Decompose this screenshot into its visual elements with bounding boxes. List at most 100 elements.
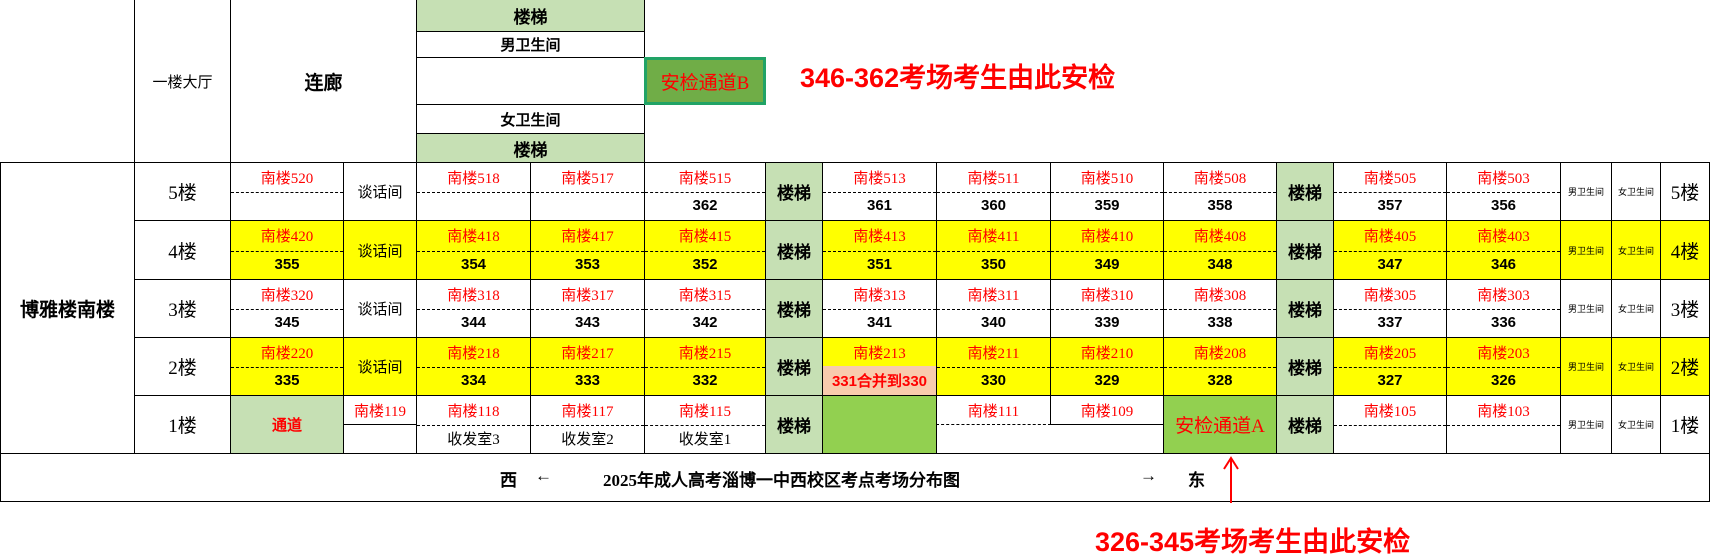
room-name: 南楼218 <box>417 338 530 368</box>
classroom: 南楼111 <box>936 395 1051 425</box>
talk-room: 谈话间 <box>343 337 417 396</box>
female-restroom: 女卫生间 <box>416 104 645 134</box>
classroom: 南楼210 329 <box>1050 337 1164 396</box>
classroom: 南楼308 338 <box>1163 279 1277 338</box>
left-arrow-icon: ← <box>535 466 552 485</box>
classroom: 南楼405 347 <box>1333 220 1447 280</box>
classroom: 南楼517 <box>530 162 645 221</box>
exam-room-number: 349 <box>1094 255 1120 273</box>
room-name: 南楼208 <box>1164 338 1276 368</box>
classroom: 南楼418 354 <box>416 220 531 280</box>
room-name: 南楼203 <box>1447 338 1560 368</box>
checkpoint-area <box>822 395 937 454</box>
classroom: 南楼220 335 <box>230 337 344 396</box>
exam-room-number: 336 <box>1490 314 1517 331</box>
checkpoint-a-note: 326-345考场考生由此安检 <box>1095 527 1411 557</box>
classroom: 南楼518 <box>416 162 531 221</box>
exam-room-number: 331合并到330 <box>823 366 936 395</box>
exam-room-number: 355 <box>274 255 300 273</box>
room-name: 南楼513 <box>823 163 936 193</box>
stairs-top: 楼梯 <box>416 0 645 32</box>
classroom: 南楼203 326 <box>1446 337 1561 396</box>
exam-room-number: 362 <box>692 197 718 214</box>
floor-label: 4楼 <box>1660 220 1710 280</box>
female-restroom: 女卫生间 <box>1611 220 1661 280</box>
talk-room: 谈话间 <box>343 162 417 221</box>
floor-label: 5楼 <box>1660 162 1710 221</box>
checkpoint-a: 安检通道A <box>1163 395 1277 454</box>
blank-cell <box>343 424 417 454</box>
male-restroom: 男卫生间 <box>416 31 645 58</box>
corridor-label: 连廊 <box>230 0 417 163</box>
male-restroom: 男卫生间 <box>1560 395 1612 454</box>
blank-cell <box>936 424 1164 454</box>
classroom: 南楼115 收发室1 <box>644 395 766 454</box>
exam-room-number: 收发室3 <box>447 432 500 448</box>
room-name: 南楼505 <box>1334 163 1446 193</box>
classroom: 南楼109 <box>1050 395 1164 425</box>
room-name: 南楼403 <box>1447 221 1560 252</box>
room-name: 南楼318 <box>417 280 530 310</box>
room-name: 南楼211 <box>937 338 1050 368</box>
classroom: 南楼215 332 <box>644 337 766 396</box>
room-name: 南楼408 <box>1164 221 1276 252</box>
room-name: 南楼508 <box>1164 163 1276 193</box>
female-restroom: 女卫生间 <box>1611 162 1661 221</box>
male-restroom: 男卫生间 <box>1560 220 1612 280</box>
room-name: 南楼420 <box>231 221 343 252</box>
hall-label: 一楼大厅 <box>134 0 231 163</box>
classroom: 南楼218 334 <box>416 337 531 396</box>
room-name: 南楼213 <box>823 338 936 368</box>
room-name: 南楼510 <box>1051 163 1163 193</box>
room-name: 南楼117 <box>531 396 644 426</box>
room-name: 南楼503 <box>1447 163 1560 193</box>
classroom: 南楼310 339 <box>1050 279 1164 338</box>
classroom: 南楼505 357 <box>1333 162 1447 221</box>
classroom: 南楼213 331合并到330 <box>822 337 937 396</box>
classroom: 南楼205 327 <box>1333 337 1447 396</box>
exam-room-number: 352 <box>692 255 718 273</box>
exam-room-number: 332 <box>692 372 718 389</box>
stairs-bottom: 楼梯 <box>416 133 645 163</box>
stairs: 楼梯 <box>765 162 823 221</box>
exam-room-number <box>417 191 530 220</box>
classroom: 南楼420 355 <box>230 220 344 280</box>
room-name: 南楼210 <box>1051 338 1163 368</box>
room-name: 南楼310 <box>1051 280 1163 310</box>
room-name: 南楼105 <box>1334 396 1446 426</box>
exam-room-number: 335 <box>274 372 300 389</box>
classroom: 南楼117 收发室2 <box>530 395 645 454</box>
exam-room-number: 347 <box>1377 255 1403 273</box>
classroom: 南楼118 收发室3 <box>416 395 531 454</box>
classroom: 南楼315 342 <box>644 279 766 338</box>
exam-room-number: 356 <box>1490 197 1517 214</box>
east-label: 东 <box>1188 471 1205 490</box>
female-restroom: 女卫生间 <box>1611 337 1661 396</box>
exam-room-number: 327 <box>1377 372 1403 389</box>
passage: 通道 <box>230 395 344 454</box>
classroom: 南楼317 343 <box>530 279 645 338</box>
exam-room-number: 344 <box>460 314 487 331</box>
exam-room-number: 354 <box>460 255 487 273</box>
classroom: 南楼411 350 <box>936 220 1051 280</box>
room-name: 南楼217 <box>531 338 644 368</box>
exam-room-number: 339 <box>1094 314 1120 331</box>
classroom: 南楼503 356 <box>1446 162 1561 221</box>
exam-room-number: 360 <box>980 197 1007 214</box>
stairs: 楼梯 <box>1276 279 1334 338</box>
classroom: 南楼508 358 <box>1163 162 1277 221</box>
exam-room-number: 334 <box>460 372 487 389</box>
classroom: 南楼415 352 <box>644 220 766 280</box>
floor-label: 3楼 <box>1660 279 1710 338</box>
exam-room-number: 收发室1 <box>678 432 732 448</box>
stairs: 楼梯 <box>765 220 823 280</box>
classroom: 南楼511 360 <box>936 162 1051 221</box>
classroom: 南楼208 328 <box>1163 337 1277 396</box>
room-name: 南楼311 <box>937 280 1050 310</box>
floor-label: 5楼 <box>134 162 231 221</box>
room-name: 南楼515 <box>645 163 765 193</box>
classroom: 南楼520 <box>230 162 344 221</box>
exam-room-number: 348 <box>1207 255 1233 273</box>
exam-room-number: 340 <box>980 314 1007 331</box>
room-name: 南楼417 <box>531 221 644 252</box>
